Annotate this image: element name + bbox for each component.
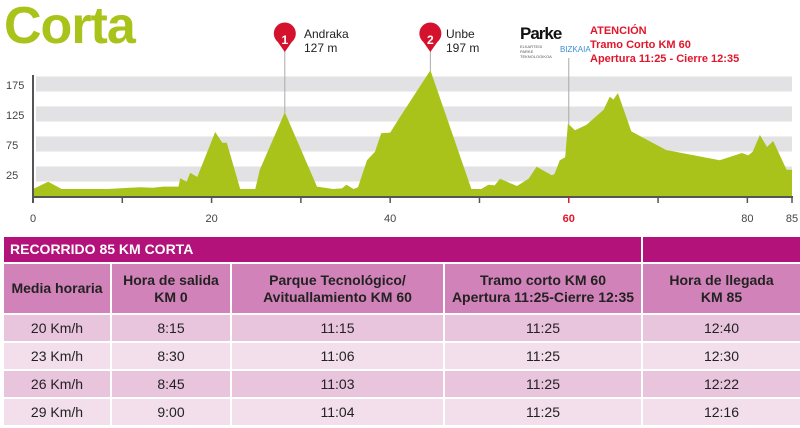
grid-band: [36, 76, 792, 92]
table-cell: 8:45: [112, 371, 232, 397]
parke-logo-bizkaia: BIZKAIA: [560, 45, 591, 54]
notice-title: ATENCIÓN: [590, 25, 647, 37]
marker-number: 2: [427, 33, 434, 47]
table-cell: 11:25: [445, 343, 643, 369]
notice-line: Apertura 11:25 - Cierre 12:35: [590, 53, 740, 65]
marker-elevation: 127 m: [304, 41, 338, 55]
marker-label-1: Andraka 127 m: [304, 27, 349, 55]
table-cell: 12:22: [643, 371, 800, 397]
elevation-area: [33, 70, 792, 197]
table-cell: 12:30: [643, 343, 800, 369]
table-row: 23 Km/h 8:30 11:06 11:25 12:30: [4, 343, 800, 369]
map-pin-icon: [419, 22, 442, 52]
table-cell: 8:15: [112, 315, 232, 341]
table-cell: 11:15: [232, 315, 445, 341]
table-row: 26 Km/h 8:45 11:03 11:25 12:22: [4, 371, 800, 397]
table-cell: 11:04: [232, 399, 445, 425]
x-tick-label: 85: [786, 213, 798, 225]
table-row: 29 Km/h 9:00 11:04 11:25 12:16: [4, 399, 800, 425]
marker-elevation: 197 m: [446, 41, 480, 55]
y-tick-label: 125: [6, 110, 24, 122]
table-cell: 11:25: [445, 315, 643, 341]
table-row: 20 Km/h 8:15 11:15 11:25 12:40: [4, 315, 800, 341]
marker-name: Andraka: [304, 27, 349, 41]
table-cell: 20 Km/h: [4, 315, 112, 341]
marker-number: 1: [281, 33, 288, 47]
map-pin-icon: [273, 22, 296, 52]
table-cell: 29 Km/h: [4, 399, 112, 425]
parke-logo-sub: ELKARTEGI PARKE TEKNOLOGIKOA: [520, 44, 552, 59]
notice-line: Tramo Corto KM 60: [590, 39, 691, 51]
elevation-chart: 25 75 125 175 0 20 40 60 80 85 1 2: [6, 22, 798, 225]
y-tick-label: 175: [6, 80, 24, 92]
table-cell: 9:00: [112, 399, 232, 425]
table-header-row: Media horaria Hora de salida KM 0 Parque …: [4, 264, 800, 313]
header-cell: Media horaria: [4, 264, 112, 313]
header-cell: Tramo corto KM 60 Apertura 11:25-Cierre 1…: [445, 264, 643, 313]
table-cell: 12:16: [643, 399, 800, 425]
x-tick-label: 40: [384, 213, 396, 225]
table-cell: 11:25: [445, 371, 643, 397]
notice: ATENCIÓN Tramo Corto KM 60 Apertura 11:2…: [590, 24, 739, 66]
table-cell: 11:03: [232, 371, 445, 397]
parke-logo: Parke ELKARTEGI PARKE TEKNOLOGIKOA BIZKA…: [520, 24, 591, 59]
marker-label-2: Unbe 197 m: [446, 27, 479, 55]
parke-logo-text: Parke: [520, 24, 562, 43]
marker-name: Unbe: [446, 27, 475, 41]
table-cell: 11:06: [232, 343, 445, 369]
page-title: Corta: [4, 0, 136, 55]
table-cell: 8:30: [112, 343, 232, 369]
table-title-end: [643, 237, 800, 262]
table-cell: 12:40: [643, 315, 800, 341]
table-cell: 26 Km/h: [4, 371, 112, 397]
header-cell: Parque Tecnológico/Avituallamiento KM 60: [232, 264, 445, 313]
table-cell: 23 Km/h: [4, 343, 112, 369]
header-cell: Hora de llegada KM 85: [643, 264, 800, 313]
table-title: RECORRIDO 85 KM CORTA: [4, 237, 641, 262]
x-tick-label: 80: [741, 213, 753, 225]
table-cell: 11:25: [445, 399, 643, 425]
header-cell: Hora de salida KM 0: [112, 264, 232, 313]
x-tick-label: 0: [30, 213, 36, 225]
x-tick-label: 60: [563, 213, 575, 225]
y-tick-label: 25: [6, 170, 18, 182]
x-tick-label: 20: [205, 213, 217, 225]
y-tick-label: 75: [6, 140, 18, 152]
